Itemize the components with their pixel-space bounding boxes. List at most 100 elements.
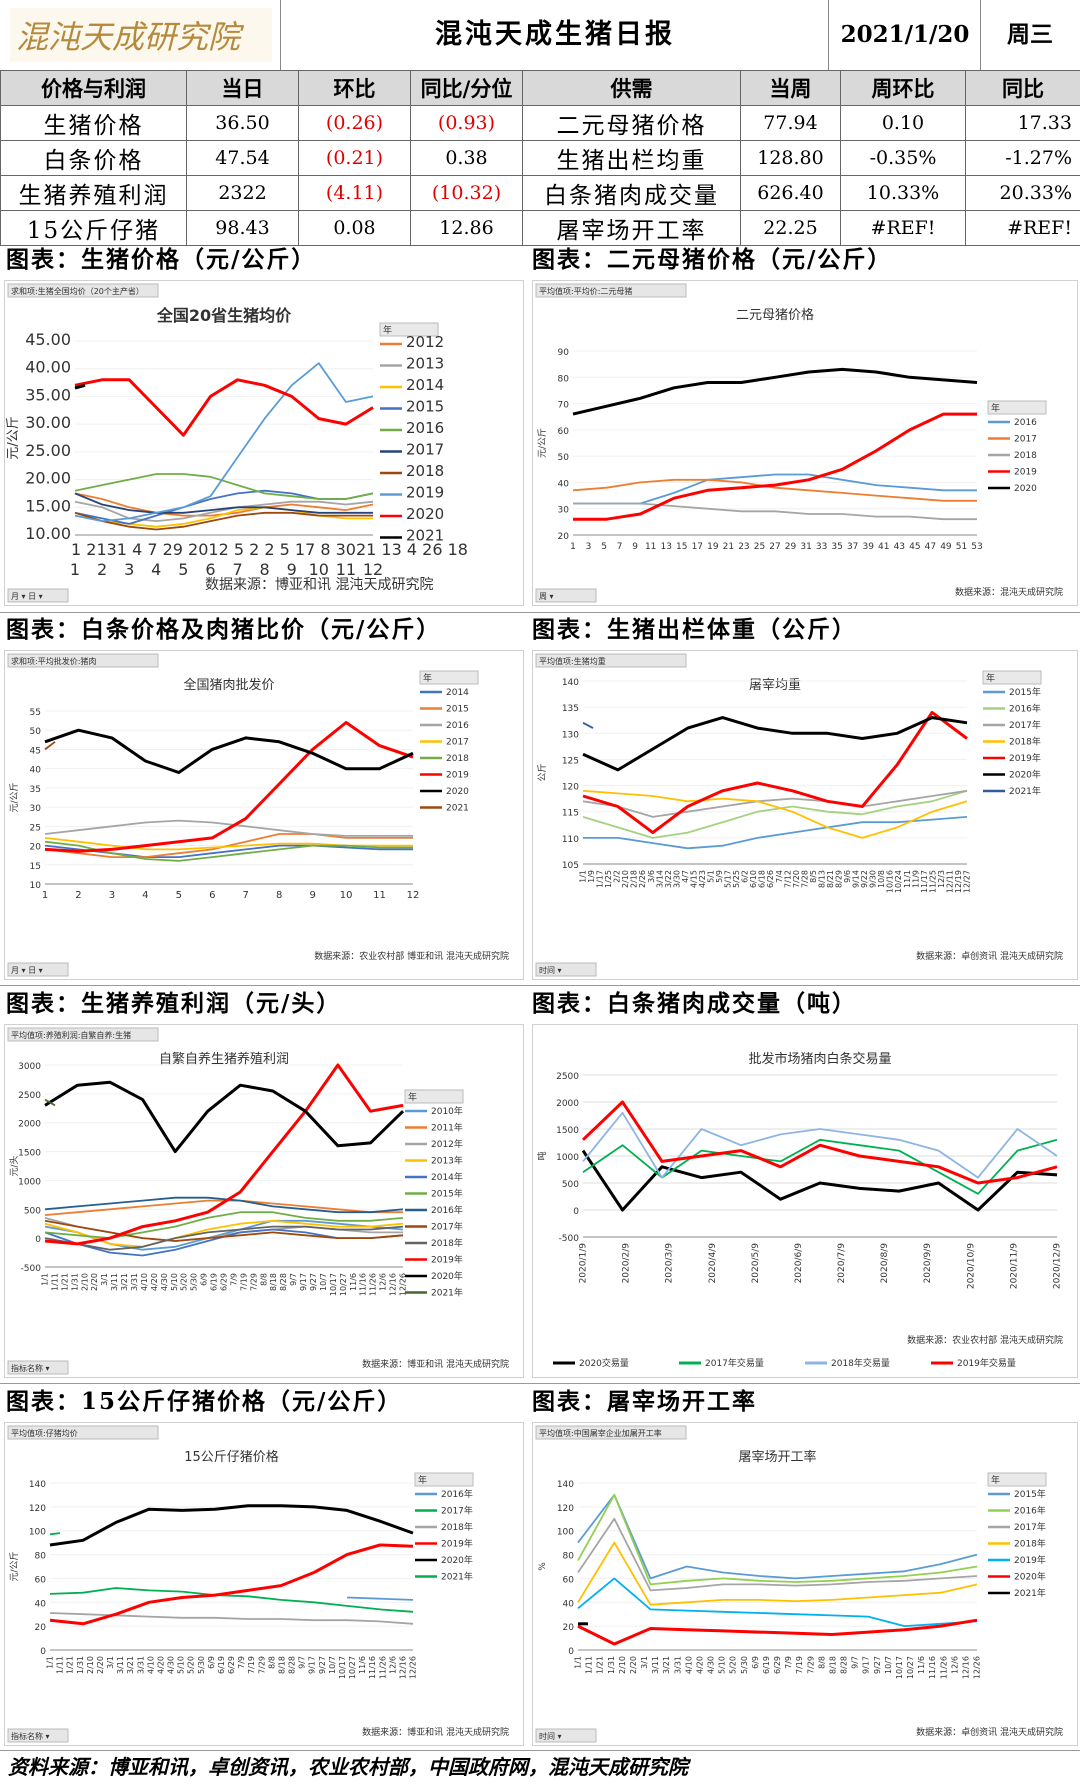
legend-label: 2019: [406, 484, 444, 502]
x-tick-label: 8/28: [279, 1273, 288, 1291]
y-tick-label: 120: [557, 1504, 574, 1514]
x-tick-label: 17: [692, 542, 703, 552]
x-tick-label: 2020/3/9: [665, 1243, 675, 1284]
filter-label: 平均值项:平均价:二元母猪: [539, 286, 632, 296]
chart-panel-slaughter-rate: 平均值项:中国屠宰企业加屠开工率 屠宰场开工率 0 20 40 60 80 100 120 140…: [532, 1422, 1078, 1746]
y-tick-label: 70: [558, 401, 570, 411]
y-tick-label: 50: [30, 727, 42, 737]
x-tick-label: 31: [800, 542, 811, 552]
metric-mom: 0.08: [298, 210, 411, 246]
y-tick-label: 100: [557, 1528, 574, 1538]
x-tick-label: 7/19: [239, 1273, 248, 1291]
legend-label: 2017年: [1014, 1521, 1046, 1533]
y-tick-label: 500: [562, 1180, 579, 1190]
x-tick-label: 11/16: [359, 1273, 368, 1296]
y-axis-label: 元/公斤: [9, 782, 20, 812]
x-tick-label: 5/10: [718, 1656, 727, 1674]
chart-panel-breeding-profit: 平均值项:养殖利润:自繁自养:生猪 自繁自养生猪养殖利润 -500 0 500 1000 1…: [4, 1024, 524, 1378]
x-tick-label: 3: [124, 560, 134, 579]
series-line-2018: [44, 840, 413, 862]
series-line-2018年: [577, 1541, 978, 1606]
y-tick-label: 100: [29, 1528, 46, 1538]
x-tick-label: 7/12: [783, 870, 792, 888]
series-line-2013: [74, 500, 374, 522]
y-tick-label: 45: [30, 746, 41, 756]
x-tick-label: 5/30: [190, 1273, 199, 1291]
supply-name: 屠宰场开工率: [522, 210, 741, 246]
metric-today: 47.54: [186, 140, 299, 176]
x-tick-label: 47: [925, 542, 936, 552]
x-tick-label: 12: [407, 890, 420, 901]
x-tick-label: 2/20: [90, 1273, 99, 1291]
series-line-2021年: [582, 722, 594, 729]
series-line-2016年: [582, 789, 968, 839]
x-tick-label: 3/21: [662, 1656, 671, 1674]
chart-panel-hog-price: 求和项:生猪全国均价（20个主产省） 全国20省生猪均价 10.00 15.00 20.…: [4, 280, 524, 606]
y-tick-label: 80: [558, 374, 570, 384]
x-tick-label: 5: [178, 560, 188, 579]
chart-panel-sow-price: 平均值项:平均价:二元母猪 二元母猪价格 20 30 40 50 60 70 80 90 元/公斤 1…: [532, 280, 1078, 606]
y-tick-label: 15: [30, 862, 41, 872]
y-tick-label: 115: [562, 809, 579, 819]
x-tick-label: 8/13: [817, 870, 826, 888]
x-tick-label: 1: [42, 890, 48, 901]
x-tick-label: 9/6: [843, 870, 852, 883]
series-line-2016年: [44, 1196, 404, 1214]
y-axis-label: 元/公斤: [537, 428, 548, 458]
x-tick-label: 1/1: [41, 1273, 50, 1286]
table-row: 生猪价格 36.50 (0.26) (0.93) 二元母猪价格 77.94 0.…: [0, 105, 1080, 141]
x-tick-label: 9/7: [289, 1273, 298, 1286]
x-tick-label: 1/31: [607, 1656, 616, 1674]
x-tick-label: 6/18: [758, 870, 767, 888]
section-title: 图表：白条价格及肉猪比价（元/公斤）: [6, 616, 442, 643]
legend-label: 2016: [446, 721, 469, 731]
x-tick-label: 3/1: [100, 1273, 109, 1286]
x-tick-label: 6/10: [749, 870, 758, 888]
x-tick-label: 33: [816, 542, 827, 552]
x-tick-label: 5/9: [715, 870, 724, 883]
x-tick-label: 5/20: [180, 1273, 189, 1291]
supply-wow: 10.33%: [840, 175, 966, 211]
y-tick-label: 2500: [18, 1091, 41, 1101]
legend-label: 2017年: [1009, 719, 1041, 731]
series-line-2017: [74, 492, 373, 514]
filter-label: 平均值项:中国屠宰企业加屠开工率: [539, 1428, 662, 1438]
x-tick-label: 3/22: [664, 870, 673, 888]
legend-label: 2017: [1014, 435, 1037, 445]
supply-wow: 0.10: [840, 105, 966, 141]
x-tick-label: 12/19: [954, 870, 963, 893]
x-tick-label: 8/28: [840, 1656, 849, 1674]
x-tick-label: 10/7: [884, 1656, 893, 1674]
legend-label: 2016年: [1009, 703, 1041, 715]
x-tick-label: 11/6: [917, 1656, 926, 1674]
x-tick-label: 8/8: [267, 1656, 276, 1669]
legend-label: 2021年: [1009, 785, 1041, 797]
series-line-2020交易量: [581, 1149, 1058, 1212]
x-tick-label: 8/29: [835, 870, 844, 888]
x-tick-label: 9/27: [309, 1273, 318, 1291]
x-tick-label: 5/17: [724, 870, 733, 888]
x-tick-label: 4/23: [698, 870, 707, 888]
x-tick-label: 6/29: [773, 1656, 782, 1674]
x-tick-label: 9: [309, 890, 315, 901]
x-tick-label: 3: [109, 890, 115, 901]
x-tick-label: 4/30: [707, 1656, 716, 1674]
y-tick-label: 130: [562, 730, 579, 740]
x-tick-label: 2020/9/9: [923, 1243, 933, 1284]
legend-header: [987, 400, 1047, 415]
x-tick-label: 5/30: [740, 1656, 749, 1674]
legend-header: [379, 322, 439, 337]
axis-field-button: [535, 1728, 597, 1743]
series-line-2017年: [582, 789, 968, 818]
x-tick-label: 6/9: [207, 1656, 216, 1669]
supply-name: 生猪出栏均重: [522, 140, 741, 176]
col-header: 环比: [298, 70, 411, 106]
legend-label: 2014年: [431, 1171, 463, 1183]
series-line-2016年: [577, 1494, 978, 1586]
metric-name: 白条价格: [0, 140, 187, 176]
x-tick-label: 5/20: [729, 1656, 738, 1674]
x-tick-label: 6/19: [217, 1656, 226, 1674]
x-tick-label: 1/11: [56, 1656, 65, 1674]
pork-wholesale-chart: 求和项:平均批发价:猪肉全国猪肉批发价10152025303540455055元…: [7, 653, 509, 977]
